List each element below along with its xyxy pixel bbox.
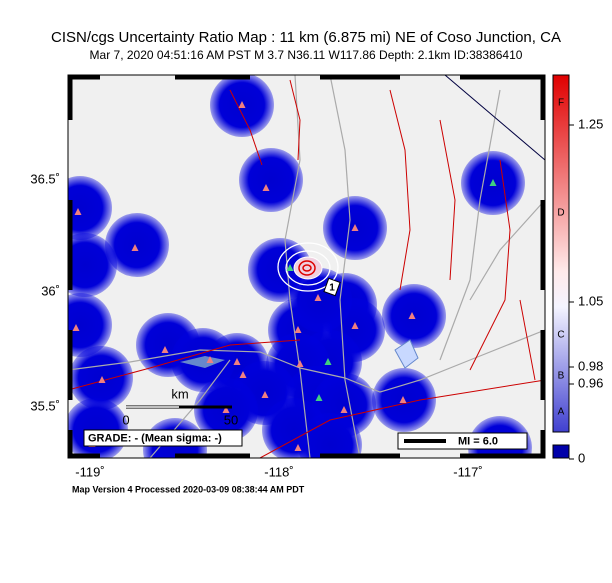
station xyxy=(340,406,348,413)
footer: Map Version 4 Processed 2020-03-09 08:38… xyxy=(72,484,305,494)
lake xyxy=(180,356,225,368)
scale-start: 0 xyxy=(122,412,129,427)
station xyxy=(161,346,169,353)
colorbar-letter: D xyxy=(557,208,564,219)
colorbar-min xyxy=(552,444,570,459)
station xyxy=(206,356,214,363)
station xyxy=(296,360,304,367)
scale-unit: km xyxy=(171,386,188,401)
lon-label: -117˚ xyxy=(453,464,482,479)
coverage-circle xyxy=(68,293,112,357)
colorbar-letter: B xyxy=(558,371,565,382)
stations xyxy=(72,101,497,451)
lat-label: 36˚ xyxy=(41,283,60,298)
map-frame xyxy=(67,74,546,459)
station xyxy=(74,208,82,215)
lat-label: 36.5˚ xyxy=(30,171,60,186)
grade: GRADE: - (Mean sigma: -) xyxy=(88,432,222,444)
grade-box xyxy=(83,429,243,447)
coverage-circle xyxy=(143,418,207,458)
station xyxy=(489,179,497,186)
mi-legend: MI = 6.0 xyxy=(458,435,498,447)
station xyxy=(238,101,246,108)
station xyxy=(131,244,139,251)
scale-end: 50 xyxy=(224,412,238,427)
colorbar-tick-label: 0 xyxy=(578,450,585,465)
station xyxy=(222,406,230,413)
epicenter-label: 1 xyxy=(329,283,335,294)
uncertainty-contours xyxy=(277,242,339,292)
colorbar-letter: A xyxy=(558,407,565,418)
lat-label: 35.5˚ xyxy=(30,398,60,413)
faults xyxy=(68,75,545,458)
lon-label: -119˚ xyxy=(75,464,104,479)
coverage-circle xyxy=(298,413,362,458)
station xyxy=(314,294,322,301)
colorbar-tick-label: 0.96 xyxy=(578,375,603,390)
station xyxy=(261,391,269,398)
colorbar-tick-label: 1.05 xyxy=(578,293,603,308)
station xyxy=(239,371,247,378)
coverage-circle xyxy=(68,233,117,297)
station xyxy=(351,322,359,329)
coverage-circle xyxy=(68,176,112,240)
colorbar-labels: F D C B A 1.25 1.05 0.98 0.96 0 xyxy=(557,98,603,466)
station xyxy=(315,394,323,401)
colorbar-letter: F xyxy=(558,98,564,109)
colorbar-tick-label: 1.25 xyxy=(578,116,603,131)
station xyxy=(324,358,332,365)
scale-bar: km 0 50 xyxy=(122,386,238,427)
station xyxy=(98,376,106,383)
station xyxy=(262,184,270,191)
map-layers: 1 xyxy=(68,75,545,458)
colorbar xyxy=(552,74,570,433)
station xyxy=(294,444,302,451)
colorbar-letter: C xyxy=(557,330,564,341)
colorbar-tick-label: 0.98 xyxy=(578,358,603,373)
title: CISN/cgs Uncertainty Ratio Map : 11 km (… xyxy=(51,29,561,46)
lon-label: -118˚ xyxy=(264,464,293,479)
station xyxy=(286,264,294,271)
station xyxy=(351,224,359,231)
mi-box xyxy=(397,432,528,450)
station xyxy=(294,326,302,333)
station xyxy=(399,396,407,403)
station xyxy=(72,324,80,331)
lake xyxy=(394,339,419,369)
subtitle: Mar 7, 2020 04:51:16 AM PST M 3.7 N36.11… xyxy=(90,48,523,62)
coverage-circle xyxy=(239,148,303,212)
epicenter-marker xyxy=(323,277,341,297)
station xyxy=(408,312,416,319)
coverage-circle xyxy=(105,213,169,277)
station xyxy=(233,358,241,365)
